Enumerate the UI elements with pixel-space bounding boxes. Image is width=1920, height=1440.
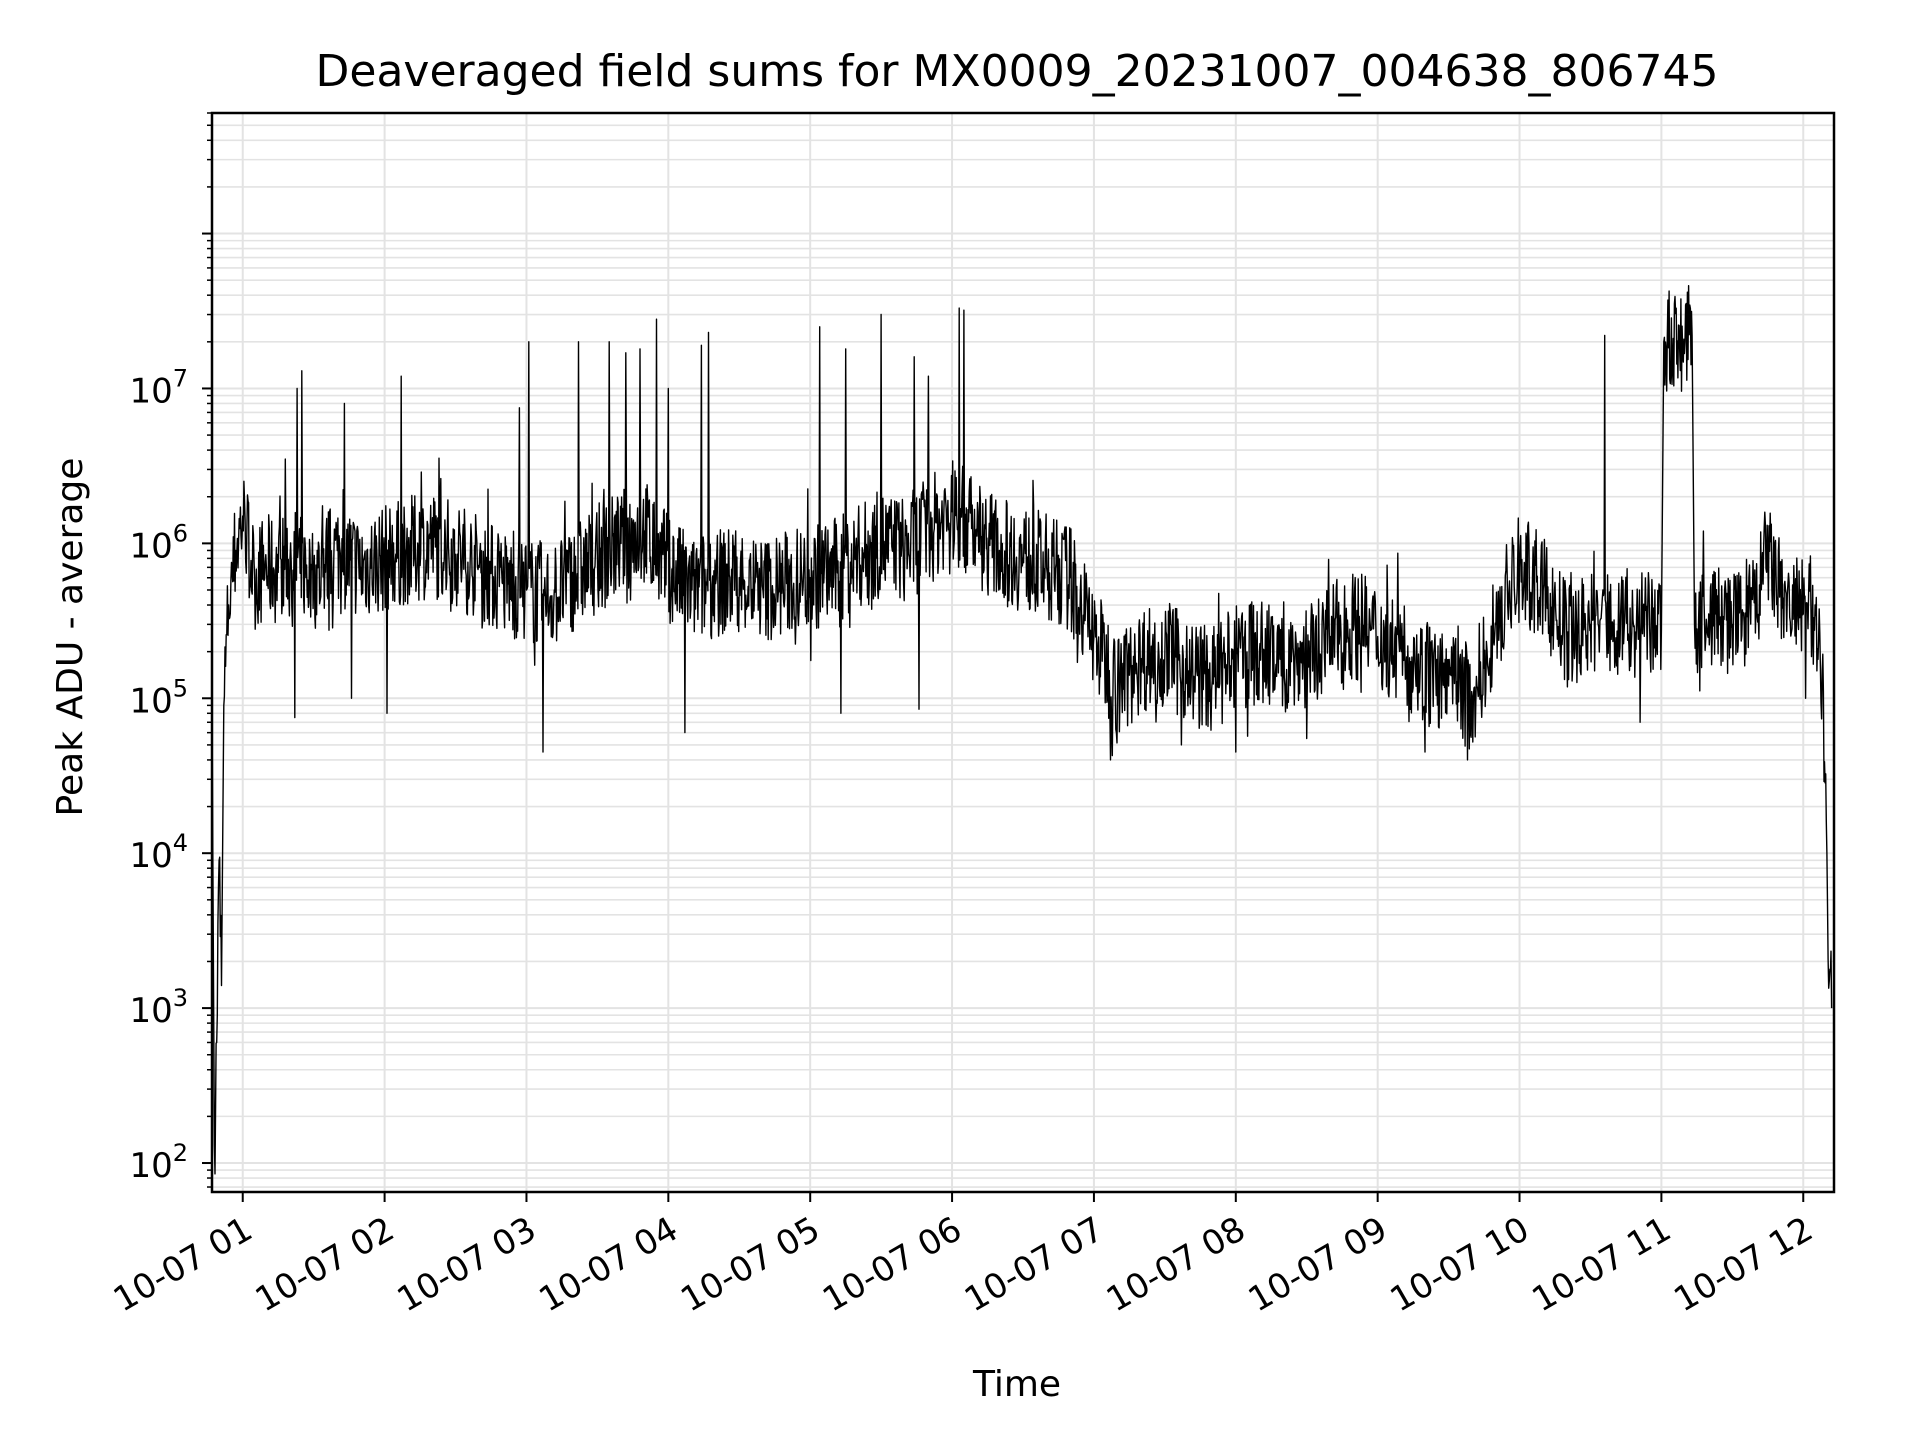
y-axis-ticks: 102 103 104 105 106 107 [129,112,212,1188]
grid-lines [212,112,1834,1192]
x-tick-label: 10-07 06 [816,1209,968,1320]
chart-title: Deaveraged field sums for MX0009_2023100… [316,46,1719,97]
plot-frame [210,111,1836,1194]
x-tick-label: 10-07 09 [1242,1209,1394,1320]
x-axis-label: Time [972,1364,1061,1405]
x-tick-label: 10-07 02 [249,1209,401,1320]
y-tick-label: 105 [129,674,188,721]
x-tick-label: 10-07 01 [107,1209,259,1320]
y-tick-label: 107 [129,364,188,411]
y-tick-label: 103 [129,984,188,1031]
x-tick-label: 10-07 12 [1667,1209,1819,1320]
y-tick-label: 104 [129,829,188,876]
series-line [211,285,1833,1175]
x-tick-label: 10-07 11 [1526,1209,1678,1320]
y-axis-label: Peak ADU - average [50,458,91,817]
x-tick-label: 10-07 10 [1384,1209,1536,1320]
x-tick-label: 10-07 08 [1100,1209,1252,1320]
y-tick-label: 102 [129,1139,188,1186]
x-tick-label: 10-07 05 [674,1209,826,1320]
x-tick-label: 10-07 03 [391,1209,543,1320]
x-tick-label: 10-07 04 [532,1209,684,1320]
y-tick-label: 106 [129,519,188,566]
x-tick-label: 10-07 07 [958,1209,1110,1320]
data-series [211,285,1833,1175]
